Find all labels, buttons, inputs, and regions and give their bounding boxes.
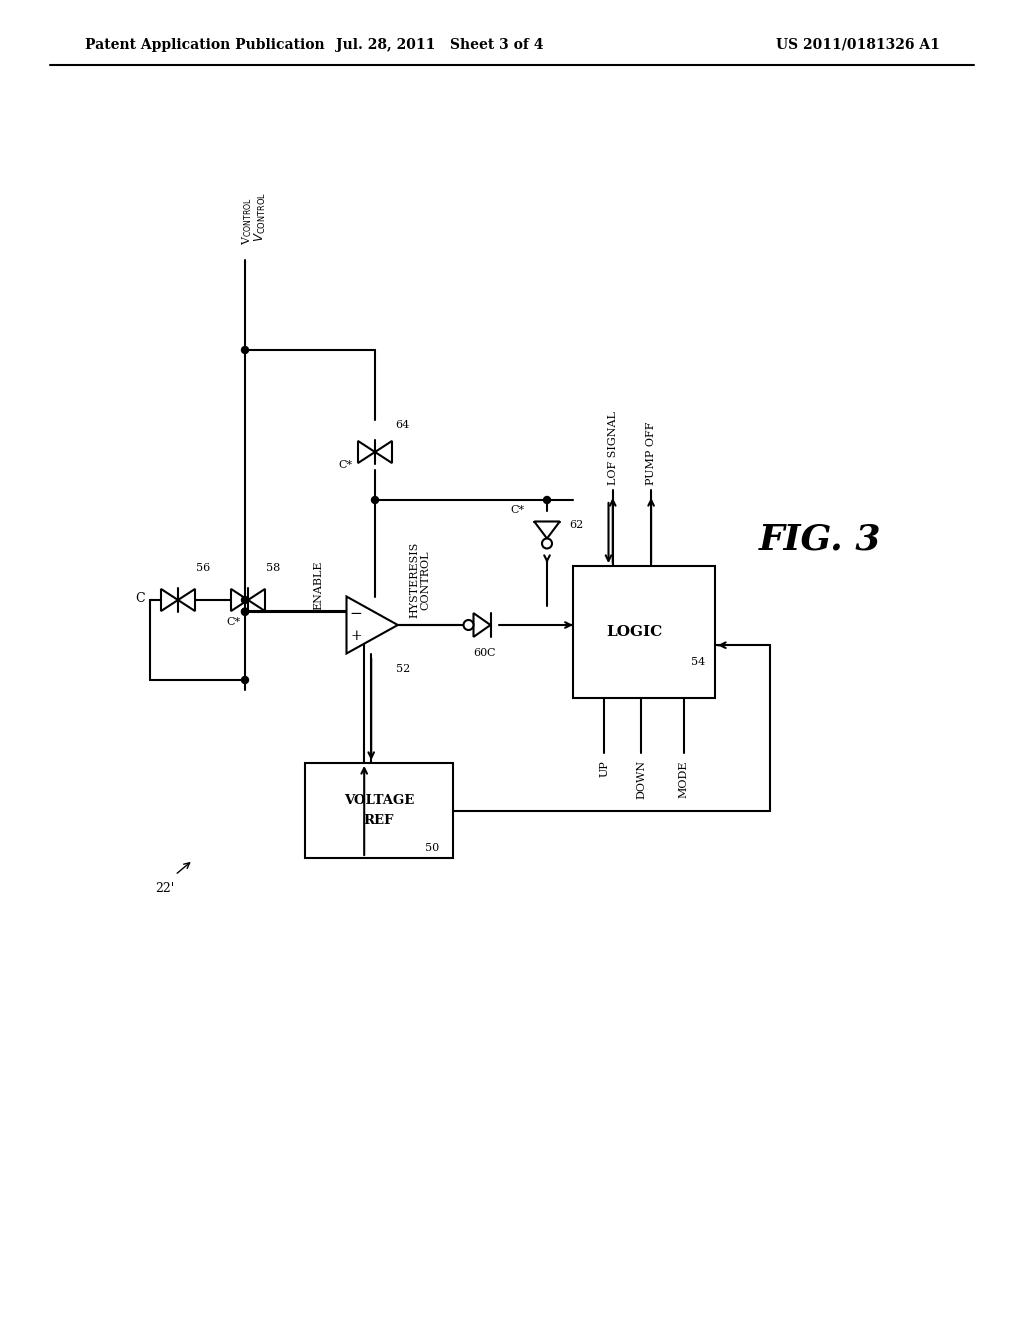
- Circle shape: [242, 609, 249, 615]
- Text: C*: C*: [226, 616, 240, 627]
- Text: REF: REF: [364, 814, 394, 828]
- Text: US 2011/0181326 A1: US 2011/0181326 A1: [776, 38, 940, 51]
- Polygon shape: [178, 589, 195, 611]
- Text: 64: 64: [395, 420, 410, 430]
- Text: FIG. 3: FIG. 3: [759, 523, 882, 557]
- Circle shape: [242, 597, 249, 603]
- Text: DOWN: DOWN: [636, 760, 646, 799]
- Polygon shape: [231, 589, 248, 611]
- Text: Jul. 28, 2011   Sheet 3 of 4: Jul. 28, 2011 Sheet 3 of 4: [336, 38, 544, 51]
- Text: 58: 58: [266, 564, 281, 573]
- Circle shape: [542, 539, 552, 549]
- Text: 60: 60: [473, 648, 487, 657]
- Text: Patent Application Publication: Patent Application Publication: [85, 38, 325, 51]
- Circle shape: [464, 620, 473, 630]
- Polygon shape: [375, 441, 392, 463]
- Text: C: C: [135, 591, 144, 605]
- Text: +: +: [350, 630, 361, 643]
- Text: C: C: [486, 648, 495, 657]
- Text: 56: 56: [196, 564, 210, 573]
- Circle shape: [242, 346, 249, 354]
- Text: 50: 50: [425, 843, 439, 853]
- Circle shape: [242, 676, 249, 684]
- Text: PUMP OFF: PUMP OFF: [646, 421, 656, 484]
- Text: HYSTERESIS
CONTROL: HYSTERESIS CONTROL: [409, 541, 431, 618]
- Text: MODE: MODE: [679, 760, 689, 797]
- Text: V$_{\rm CONTROL}$: V$_{\rm CONTROL}$: [240, 197, 254, 246]
- Polygon shape: [346, 597, 397, 653]
- Text: C*: C*: [338, 459, 352, 470]
- Polygon shape: [358, 441, 375, 463]
- Text: 62: 62: [569, 520, 584, 531]
- Text: LOF SIGNAL: LOF SIGNAL: [608, 411, 617, 484]
- Circle shape: [372, 496, 379, 503]
- Text: ENABLE: ENABLE: [313, 560, 324, 610]
- Text: $V_{\rm CONTROL}$: $V_{\rm CONTROL}$: [253, 191, 268, 242]
- Text: 22': 22': [156, 882, 175, 895]
- Text: LOGIC: LOGIC: [606, 624, 663, 639]
- Text: 54: 54: [691, 657, 705, 667]
- Text: VOLTAGE: VOLTAGE: [344, 795, 414, 807]
- Text: −: −: [349, 607, 362, 620]
- Text: C*: C*: [510, 506, 524, 515]
- Bar: [305, 763, 453, 858]
- Text: UP: UP: [599, 760, 609, 776]
- Polygon shape: [535, 521, 560, 539]
- Bar: [573, 566, 715, 698]
- Polygon shape: [473, 612, 490, 636]
- Text: 52: 52: [396, 664, 411, 675]
- Polygon shape: [248, 589, 265, 611]
- Circle shape: [544, 496, 551, 503]
- Polygon shape: [161, 589, 178, 611]
- Circle shape: [242, 609, 249, 615]
